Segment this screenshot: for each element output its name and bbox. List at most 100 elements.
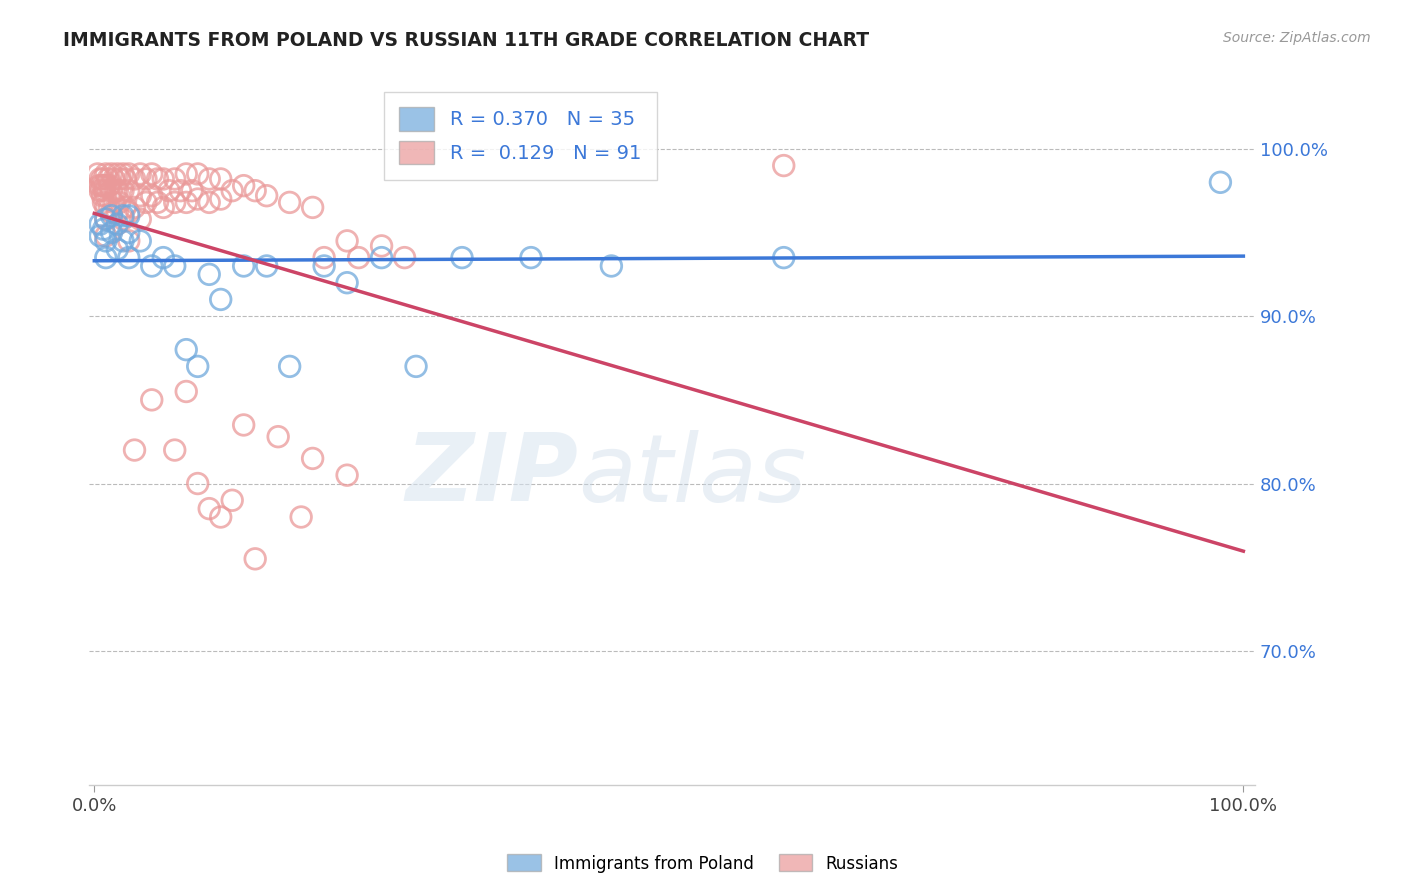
Point <box>118 184 141 198</box>
Point <box>93 195 115 210</box>
Point <box>87 167 110 181</box>
Point <box>114 172 136 186</box>
Point <box>163 259 186 273</box>
Point <box>105 167 128 181</box>
Point <box>187 476 209 491</box>
Point <box>112 184 135 198</box>
Point <box>112 212 135 227</box>
Point <box>301 451 323 466</box>
Point <box>198 195 221 210</box>
Point <box>243 551 266 566</box>
Point <box>141 392 163 407</box>
Point <box>124 443 146 458</box>
Point <box>93 178 115 193</box>
Point <box>104 184 127 198</box>
Point <box>93 222 115 236</box>
Point <box>135 172 157 186</box>
Point <box>256 188 278 202</box>
Point <box>163 172 186 186</box>
Point <box>198 501 221 516</box>
Point <box>103 195 125 210</box>
Text: ZIP: ZIP <box>405 430 578 522</box>
Point <box>100 209 122 223</box>
Point <box>91 172 114 186</box>
Point <box>232 417 254 432</box>
Point <box>94 234 117 248</box>
Point <box>451 251 474 265</box>
Point <box>94 167 117 181</box>
Point <box>118 205 141 219</box>
Point <box>198 268 221 282</box>
Point <box>336 234 359 248</box>
Point <box>141 188 163 202</box>
Point <box>112 234 135 248</box>
Point <box>394 251 416 265</box>
Point <box>124 201 146 215</box>
Point <box>89 217 111 231</box>
Point <box>141 259 163 273</box>
Point <box>163 443 186 458</box>
Point <box>129 167 152 181</box>
Point <box>105 205 128 219</box>
Point <box>135 195 157 210</box>
Point <box>100 184 122 198</box>
Point <box>89 228 111 243</box>
Point <box>97 172 120 186</box>
Point <box>314 251 336 265</box>
Point <box>600 259 623 273</box>
Point <box>187 359 209 374</box>
Point <box>336 276 359 290</box>
Point <box>157 184 180 198</box>
Legend: Immigrants from Poland, Russians: Immigrants from Poland, Russians <box>501 847 905 880</box>
Point <box>129 188 152 202</box>
Point <box>98 201 121 215</box>
Point <box>100 205 122 219</box>
Point <box>94 251 117 265</box>
Point <box>98 178 121 193</box>
Point <box>209 293 232 307</box>
Point <box>209 192 232 206</box>
Point <box>141 167 163 181</box>
Point <box>1209 175 1232 189</box>
Point <box>169 184 191 198</box>
Point <box>152 172 174 186</box>
Point <box>103 172 125 186</box>
Point <box>314 259 336 273</box>
Text: atlas: atlas <box>578 430 807 521</box>
Point <box>301 201 323 215</box>
Point <box>112 209 135 223</box>
Point <box>112 167 135 181</box>
Point <box>93 184 115 198</box>
Point <box>405 359 427 374</box>
Point <box>174 343 197 357</box>
Point <box>94 228 117 243</box>
Point <box>108 172 131 186</box>
Point <box>129 212 152 227</box>
Point <box>243 184 266 198</box>
Point <box>94 188 117 202</box>
Point <box>209 510 232 524</box>
Point <box>370 251 392 265</box>
Point <box>89 184 111 198</box>
Point <box>152 201 174 215</box>
Legend: R = 0.370   N = 35, R =  0.129   N = 91: R = 0.370 N = 35, R = 0.129 N = 91 <box>384 92 657 180</box>
Point <box>87 178 110 193</box>
Point <box>94 212 117 227</box>
Point <box>100 226 122 240</box>
Point <box>118 226 141 240</box>
Point <box>336 468 359 483</box>
Point <box>232 259 254 273</box>
Point <box>152 251 174 265</box>
Point <box>174 167 197 181</box>
Point <box>114 201 136 215</box>
Point <box>90 178 112 193</box>
Point <box>105 184 128 198</box>
Text: IMMIGRANTS FROM POLAND VS RUSSIAN 11TH GRADE CORRELATION CHART: IMMIGRANTS FROM POLAND VS RUSSIAN 11TH G… <box>63 31 869 50</box>
Text: Source: ZipAtlas.com: Source: ZipAtlas.com <box>1223 31 1371 45</box>
Point <box>89 172 111 186</box>
Point <box>256 259 278 273</box>
Point <box>209 172 232 186</box>
Point <box>370 239 392 253</box>
Point <box>94 178 117 193</box>
Point <box>181 184 204 198</box>
